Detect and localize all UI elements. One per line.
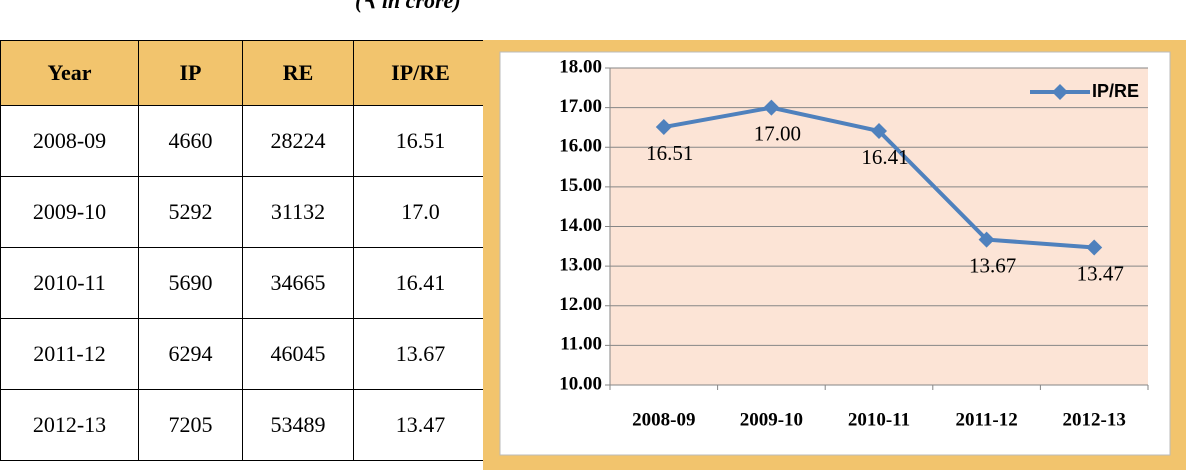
data-marker [1086, 239, 1103, 256]
x-tick-label: 2009-10 [740, 409, 803, 430]
data-label: 13.47 [1077, 261, 1124, 285]
x-tick-label: 2010-11 [848, 409, 910, 430]
header-cell: IP [138, 40, 243, 106]
table-cell: 2008-09 [0, 105, 139, 177]
header-row: Year IP RE IP/RE [0, 40, 488, 106]
y-tick-label: 15.00 [559, 175, 602, 196]
table-cell: 2009-10 [0, 176, 139, 248]
data-marker [978, 231, 995, 248]
y-tick-label: 16.00 [559, 136, 602, 157]
table-cell: 5292 [138, 176, 243, 248]
y-tick-label: 14.00 [559, 215, 602, 236]
y-tick-label: 10.00 [559, 373, 602, 394]
header-cell: IP/RE [353, 40, 488, 106]
x-tick-label: 2008-09 [632, 409, 695, 430]
data-marker [871, 123, 887, 140]
legend-label: IP/RE [1092, 81, 1139, 101]
table-cell: 46045 [242, 318, 354, 390]
table-cell: 17.0 [353, 176, 488, 248]
table-cell: 13.47 [353, 389, 488, 461]
data-label: 16.41 [861, 145, 908, 169]
caption: (₹ in crore) [355, 0, 461, 13]
table-cell: 2010-11 [0, 247, 139, 319]
y-tick-label: 17.00 [559, 96, 602, 117]
table-cell: 31132 [242, 176, 354, 248]
table-row: 2009-10 5292 31132 17.0 [0, 176, 488, 248]
data-label: 13.67 [969, 253, 1016, 277]
data-marker [655, 119, 672, 136]
data-marker [763, 99, 780, 116]
table-cell: 28224 [242, 105, 354, 177]
y-tick-label: 12.00 [559, 294, 602, 315]
table-cell: 2011-12 [0, 318, 139, 390]
y-tick-label: 13.00 [559, 254, 602, 275]
table-row: 2008-09 4660 28224 16.51 [0, 105, 488, 177]
table-cell: 4660 [138, 105, 243, 177]
table-cell: 7205 [138, 389, 243, 461]
table-cell: 16.51 [353, 105, 488, 177]
data-label: 16.51 [646, 141, 693, 165]
data-table: Year IP RE IP/RE 2008-09 4660 28224 16.51 2009-… [0, 40, 488, 461]
legend-marker [1052, 84, 1068, 100]
data-label: 17.00 [754, 121, 801, 145]
y-tick-label: 18.00 [559, 56, 602, 77]
x-tick-label: 2012-13 [1063, 409, 1126, 430]
table-body: 2008-09 4660 28224 16.51 2009-10 5292 31132 17.… [0, 105, 488, 461]
y-tick-label: 11.00 [560, 334, 602, 355]
table-cell: 2012-13 [0, 389, 139, 461]
table-row: 2012-13 7205 53489 13.47 [0, 389, 488, 461]
x-tick-label: 2011-12 [955, 409, 1017, 430]
